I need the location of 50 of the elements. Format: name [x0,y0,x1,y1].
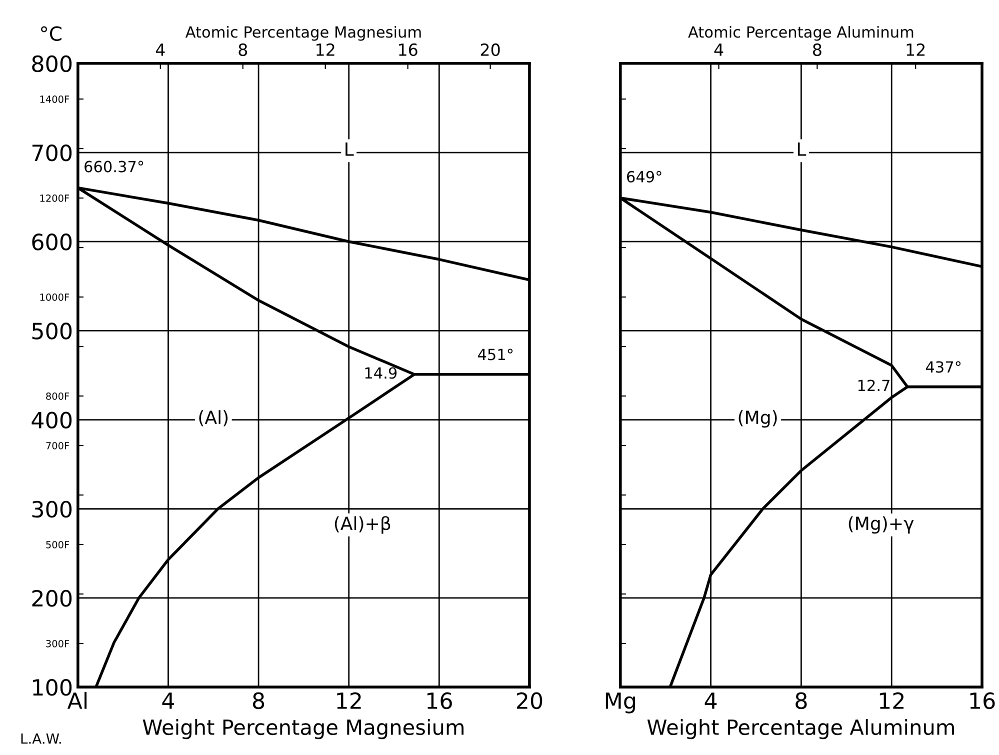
x2-tick-label: 8 [238,43,248,56]
y2-tick-label: 500F [46,540,70,548]
x-tick-label: 12 [880,692,904,709]
x-tick-label: Mg [606,692,635,714]
annotation: (Al) [199,410,228,426]
y-tick-label: 400 [32,412,72,429]
annotation: 437° [926,361,961,373]
annotation: 451° [478,348,513,360]
annotation: 660.37° [84,160,144,172]
annotation: L [346,142,354,156]
annotation: 12.7 [858,380,890,392]
annotation: 14.9 [365,367,397,379]
y2-tick-label: 700F [46,442,70,450]
x2-tick-label: 12 [316,43,334,56]
x2-tick-label: 12 [906,43,925,56]
x-tick-label: 8 [796,692,807,710]
y-tick-label: 200 [32,590,72,607]
y2-tick-label: 1000F [40,294,70,301]
x2-axis-title: Atomic Percentage Magnesium [185,26,421,41]
y2-tick-label: 1200F [40,194,70,202]
text: L.A.W. [21,734,61,744]
y2-tick-label: 1400F [40,96,70,103]
x-tick-label: 12 [337,692,361,709]
y-axis-title: °C [41,26,62,41]
y-tick-label: 700 [32,144,72,162]
x-axis-title: Weight Percentage Aluminum [647,718,954,740]
annotation: (Mg) [738,410,777,428]
y-tick-label: 600 [32,234,72,250]
y-tick-label: 300 [32,500,72,518]
x2-tick-label: 16 [399,43,418,56]
x-axis-title: Weight Percentage Magnesium [142,718,464,740]
x2-tick-label: 8 [813,43,822,56]
y-tick-label: 800 [32,55,72,72]
x-tick-label: 16 [970,692,995,710]
annotation: 649° [627,170,662,182]
x2-tick-label: 20 [480,43,500,56]
x-tick-label: 16 [427,692,452,710]
annotation: (Al)+β [334,516,390,534]
y2-tick-label: 300F [46,640,70,648]
x2-tick-label: 4 [714,44,724,56]
x2-tick-label: 4 [156,44,165,56]
y-tick-label: 500 [32,322,72,340]
annotation: L [798,142,806,156]
x-tick-label: 8 [252,692,264,710]
x-tick-label: 4 [704,692,717,709]
x-tick-label: 20 [516,692,542,710]
x2-axis-title: Atomic Percentage Aluminum [688,26,914,41]
annotation: (Mg)+γ [848,516,914,534]
x-tick-label: 4 [162,692,174,709]
y2-tick-label: 800F [46,392,70,400]
